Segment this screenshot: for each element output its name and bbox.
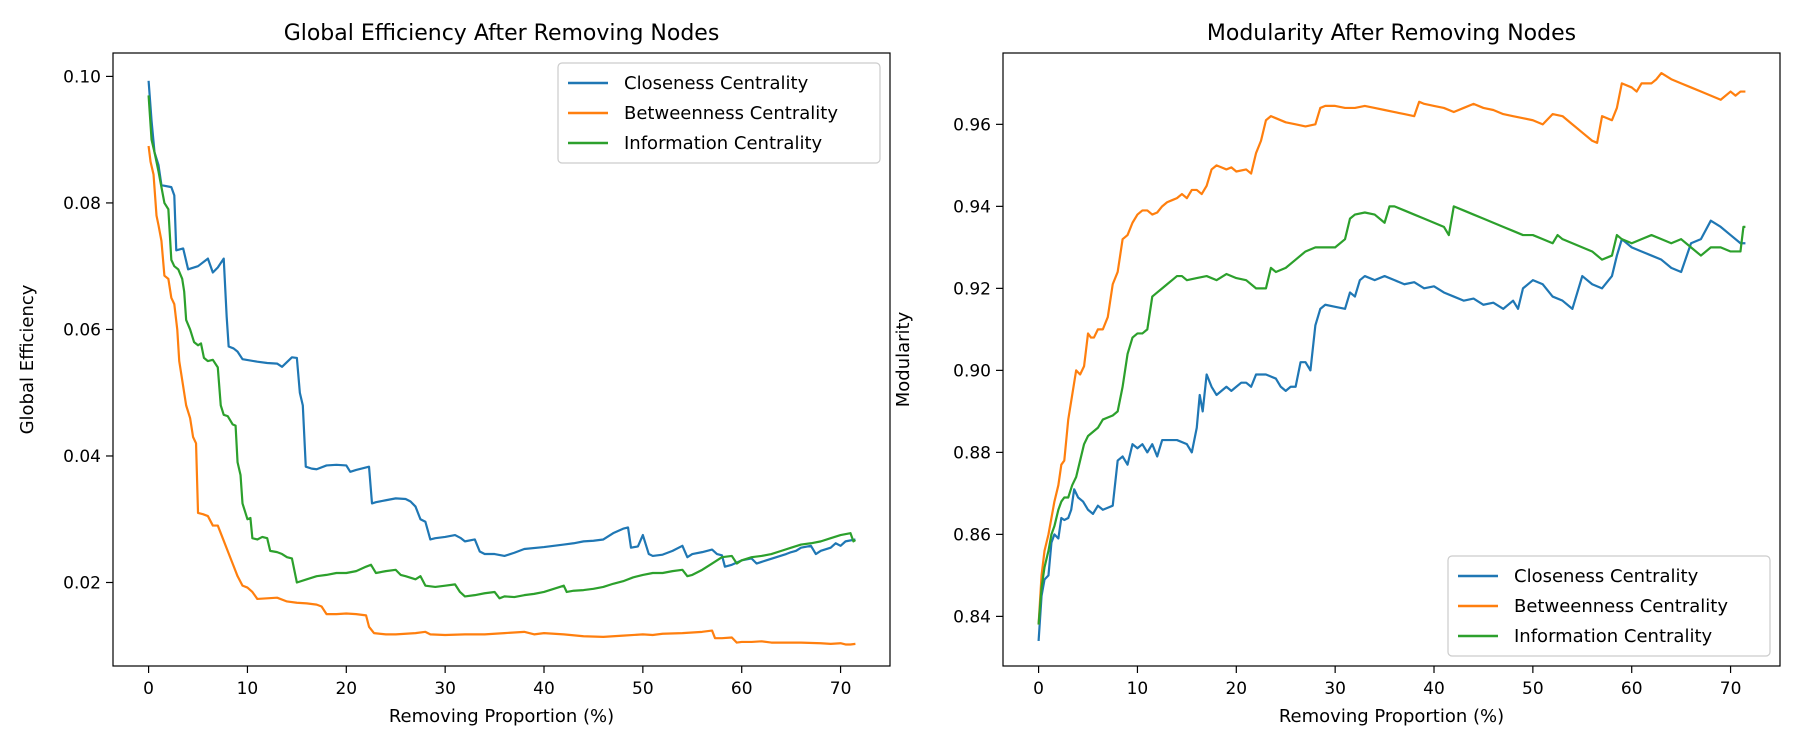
y-tick-label: 0.90 bbox=[953, 361, 991, 381]
x-tick-label: 70 bbox=[1720, 679, 1742, 699]
x-tick-label: 60 bbox=[1621, 679, 1643, 699]
x-tick-label: 70 bbox=[830, 679, 852, 699]
x-axis-label: Removing Proportion (%) bbox=[1279, 706, 1504, 727]
x-tick-label: 10 bbox=[1127, 679, 1149, 699]
x-tick-label: 30 bbox=[434, 679, 456, 699]
y-tick-label: 0.10 bbox=[63, 67, 101, 87]
x-tick-label: 30 bbox=[1324, 679, 1346, 699]
y-tick-label: 0.88 bbox=[953, 443, 991, 463]
series-line-3 bbox=[1037, 205, 1746, 625]
chart-title: Global Efficiency After Removing Nodes bbox=[284, 21, 720, 46]
y-tick-label: 0.96 bbox=[953, 115, 991, 135]
axes-frame bbox=[112, 52, 891, 667]
y-tick-label: 0.06 bbox=[63, 320, 101, 340]
legend: Closeness Centrality Betweenness Centrali… bbox=[1447, 555, 1771, 657]
x-tick-label: 0 bbox=[1033, 679, 1044, 699]
y-tick-label: 0.86 bbox=[953, 525, 991, 545]
chart-panel-2: Modularity After Removing Nodes 0 10 20 30 40… bbox=[893, 21, 1781, 727]
series-line-2 bbox=[147, 145, 856, 646]
x-tick-label: 60 bbox=[731, 679, 753, 699]
y-tick-label: 0.94 bbox=[953, 197, 991, 217]
series-group bbox=[147, 80, 856, 646]
x-tick-label: 50 bbox=[1522, 679, 1544, 699]
y-tick-label: 0.84 bbox=[953, 607, 991, 627]
series-line-2 bbox=[1037, 71, 1746, 625]
legend: Closeness Centrality Betweenness Centrali… bbox=[557, 62, 881, 164]
x-tick-label: 20 bbox=[335, 679, 357, 699]
y-tick-label: 0.08 bbox=[63, 194, 101, 214]
series-group bbox=[1037, 71, 1746, 642]
x-tick-label: 40 bbox=[533, 679, 555, 699]
axes-frame bbox=[1002, 52, 1781, 667]
legend-label: Information Centrality bbox=[1514, 626, 1713, 647]
legend-box bbox=[1447, 555, 1771, 657]
series-line-1 bbox=[1037, 219, 1746, 642]
legend-label: Betweenness Centrality bbox=[624, 103, 838, 124]
x-tick-label: 0 bbox=[143, 679, 154, 699]
y-axis-label: Modularity bbox=[893, 311, 914, 407]
series-line-1 bbox=[147, 80, 856, 568]
legend-label: Closeness Centrality bbox=[1514, 566, 1699, 587]
x-tick-label: 20 bbox=[1225, 679, 1247, 699]
x-tick-label: 50 bbox=[632, 679, 654, 699]
series-line-3 bbox=[147, 95, 856, 600]
legend-box bbox=[557, 62, 881, 164]
y-tick-label: 0.02 bbox=[63, 573, 101, 593]
y-axis-label: Global Efficiency bbox=[17, 284, 38, 434]
legend-label: Betweenness Centrality bbox=[1514, 596, 1728, 617]
x-tick-label: 40 bbox=[1423, 679, 1445, 699]
x-tick-label: 10 bbox=[237, 679, 259, 699]
x-axis-label: Removing Proportion (%) bbox=[389, 706, 614, 727]
chart-panel-1: Global Efficiency After Removing Nodes 0 1… bbox=[17, 21, 891, 727]
legend-label: Closeness Centrality bbox=[624, 73, 809, 94]
y-tick-label: 0.04 bbox=[63, 447, 101, 467]
legend-label: Information Centrality bbox=[624, 133, 823, 154]
y-tick-label: 0.92 bbox=[953, 279, 991, 299]
chart-title: Modularity After Removing Nodes bbox=[1207, 21, 1576, 46]
